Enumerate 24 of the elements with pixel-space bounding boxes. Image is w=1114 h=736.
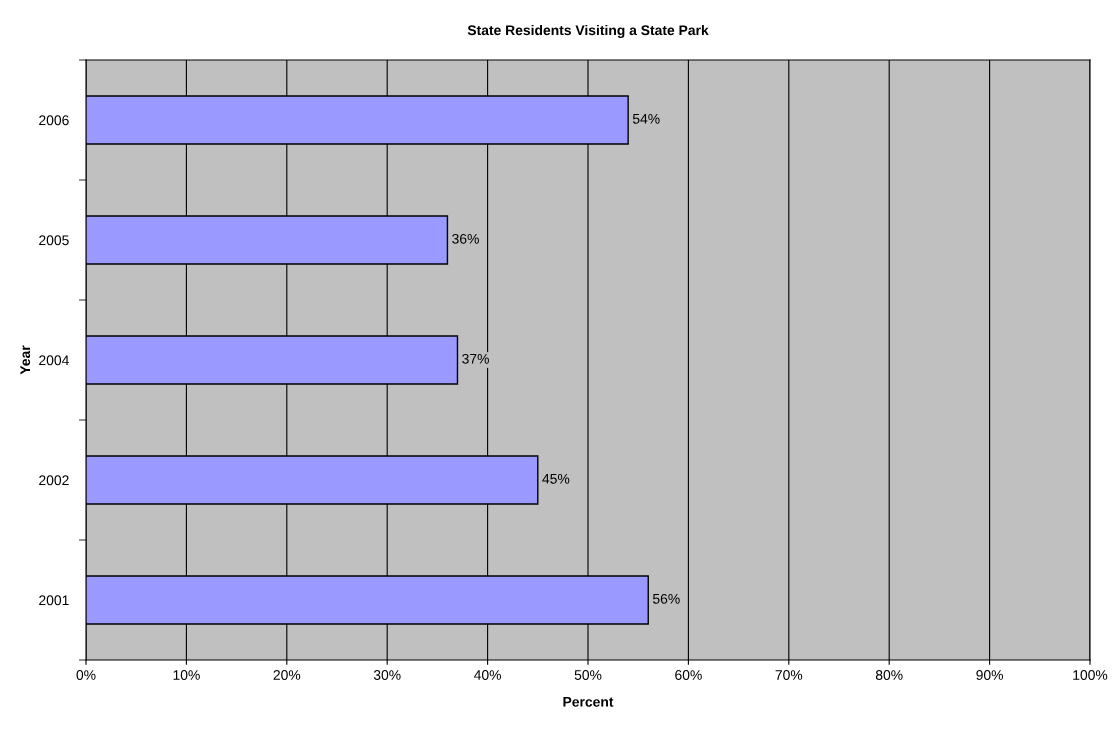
x-tick-label: 40% (474, 670, 502, 680)
data-label: 45% (542, 473, 570, 484)
x-tick-label: 80% (875, 670, 903, 680)
x-axis-title: Percent (563, 697, 614, 707)
y-tick-label: 2001 (39, 595, 69, 606)
x-tick-label: 90% (976, 670, 1004, 680)
data-label: 56% (652, 593, 680, 604)
x-tick-label: 10% (173, 670, 200, 680)
y-tick-label: 2005 (39, 235, 69, 246)
x-tick-label: 20% (273, 670, 301, 680)
data-label: 54% (632, 113, 660, 124)
y-tick-label: 2002 (39, 475, 69, 486)
x-tick-label: 0% (76, 670, 96, 680)
x-tick-label: 30% (373, 670, 401, 680)
chart-title: State Residents Visiting a State Park (467, 24, 709, 38)
x-tick-label: 50% (574, 670, 602, 680)
x-tick-label: 60% (675, 670, 702, 680)
x-tick-label: 100% (1073, 670, 1108, 680)
y-tick-label: 2004 (39, 355, 69, 366)
y-tick-label: 2006 (39, 115, 69, 126)
data-label: 36% (452, 233, 479, 244)
x-tick-label: 70% (775, 670, 803, 680)
data-label: 37% (462, 353, 489, 364)
y-axis-title: Year (20, 345, 31, 375)
